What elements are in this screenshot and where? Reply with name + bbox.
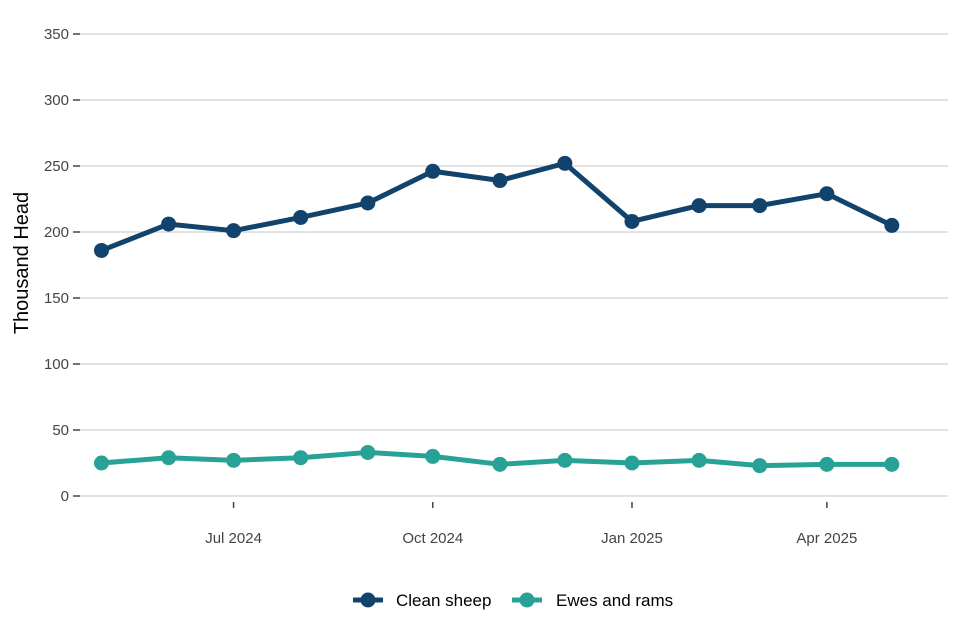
y-axis-title: Thousand Head (11, 192, 33, 334)
y-tick-label: 0 (61, 488, 69, 505)
series-clean-sheep (93, 155, 900, 258)
data-point (624, 455, 640, 471)
data-point (557, 452, 573, 468)
x-tick-label: Oct 2024 (402, 530, 463, 547)
data-point (293, 450, 309, 466)
data-point (819, 456, 835, 472)
y-tick-label: 200 (44, 224, 69, 241)
legend-marker (360, 592, 376, 608)
data-point (557, 155, 573, 171)
data-point (884, 456, 900, 472)
data-point (226, 223, 242, 239)
x-tick-label: Apr 2025 (796, 530, 857, 547)
data-point (93, 242, 109, 258)
data-point (624, 213, 640, 229)
data-point (360, 444, 376, 460)
x-tick-label: Jan 2025 (601, 530, 663, 547)
data-point (161, 450, 177, 466)
x-tick-label: Jul 2024 (205, 530, 262, 547)
data-point (691, 452, 707, 468)
y-axis: 0 50 100 150 200 250 300 350 (44, 26, 80, 505)
y-tick-label: 150 (44, 290, 69, 307)
series-ewes-and-rams (93, 444, 900, 474)
y-tick-label: 250 (44, 158, 69, 175)
y-tick-label: 50 (52, 422, 69, 439)
legend-item: Ewes and rams (512, 591, 673, 610)
legend: Clean sheep Ewes and rams (353, 591, 673, 610)
data-point (360, 195, 376, 211)
data-point (819, 186, 835, 202)
y-tick-label: 350 (44, 26, 69, 43)
data-point (293, 209, 309, 225)
data-point (93, 455, 109, 471)
gridlines (80, 33, 948, 497)
data-point (492, 456, 508, 472)
legend-marker (519, 592, 535, 608)
legend-item: Clean sheep (353, 591, 491, 610)
legend-label: Clean sheep (396, 591, 491, 610)
data-point (425, 448, 441, 464)
data-point (425, 163, 441, 179)
x-axis: Jul 2024 Oct 2024 Jan 2025 Apr 2025 (205, 502, 857, 547)
data-point (691, 198, 707, 214)
data-point (492, 173, 508, 189)
data-point (226, 452, 242, 468)
data-point (884, 217, 900, 233)
y-tick-label: 100 (44, 356, 69, 373)
y-tick-label: 300 (44, 92, 69, 109)
data-point (161, 216, 177, 232)
data-point (752, 198, 768, 214)
series (93, 155, 900, 474)
data-point (752, 458, 768, 474)
legend-label: Ewes and rams (556, 591, 673, 610)
